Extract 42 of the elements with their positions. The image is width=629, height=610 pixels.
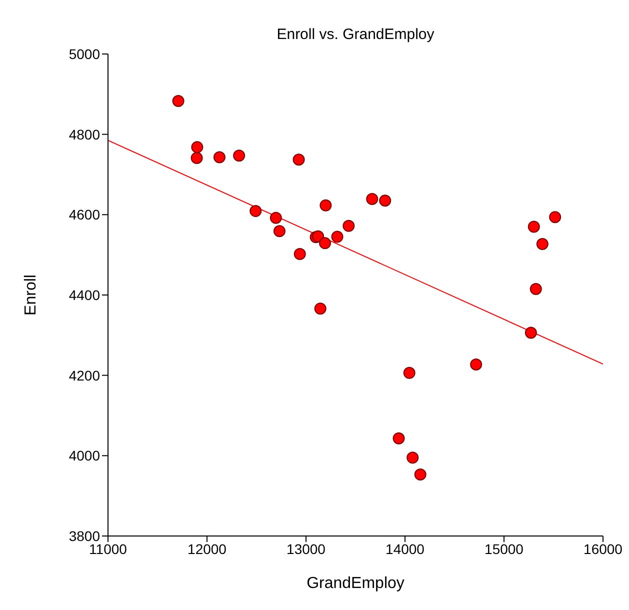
point [414, 468, 426, 481]
y-axis-title: Enroll [22, 274, 40, 316]
point [233, 150, 246, 162]
y-tick-label: 5000 [68, 46, 100, 62]
point [379, 194, 392, 207]
point [406, 452, 419, 464]
y-tick-label: 4000 [68, 448, 100, 464]
chart-title: Enroll vs. GrandEmploy [276, 26, 436, 43]
point [191, 141, 204, 154]
point [270, 212, 282, 224]
y-tick-label: 4400 [68, 286, 100, 303]
point [314, 302, 326, 315]
x-tick-label: 14000 [386, 540, 425, 557]
point [342, 220, 355, 232]
y-tick-label: 4200 [68, 367, 100, 384]
y-tick-label: 4600 [68, 206, 100, 223]
point [536, 238, 548, 250]
point [312, 230, 324, 242]
point [172, 94, 184, 107]
point [250, 205, 262, 218]
x-axis-title: GrandEmploy [306, 575, 404, 592]
point [524, 326, 537, 339]
point [320, 199, 332, 212]
point [530, 282, 542, 295]
point [273, 225, 286, 238]
x-tick-label: 13000 [286, 540, 326, 557]
point [331, 230, 344, 243]
point [319, 237, 332, 250]
point [292, 154, 305, 166]
point [392, 432, 405, 444]
y-tick-label: 4800 [68, 126, 100, 142]
point [528, 220, 540, 233]
point [213, 151, 226, 164]
point [366, 193, 378, 205]
point [403, 366, 416, 379]
point [470, 358, 482, 370]
x-tick-label: 16000 [584, 540, 623, 557]
x-tick-label: 12000 [188, 540, 227, 557]
point [294, 248, 306, 260]
point [549, 211, 562, 224]
x-tick-label: 15000 [484, 540, 524, 557]
point [190, 152, 203, 164]
